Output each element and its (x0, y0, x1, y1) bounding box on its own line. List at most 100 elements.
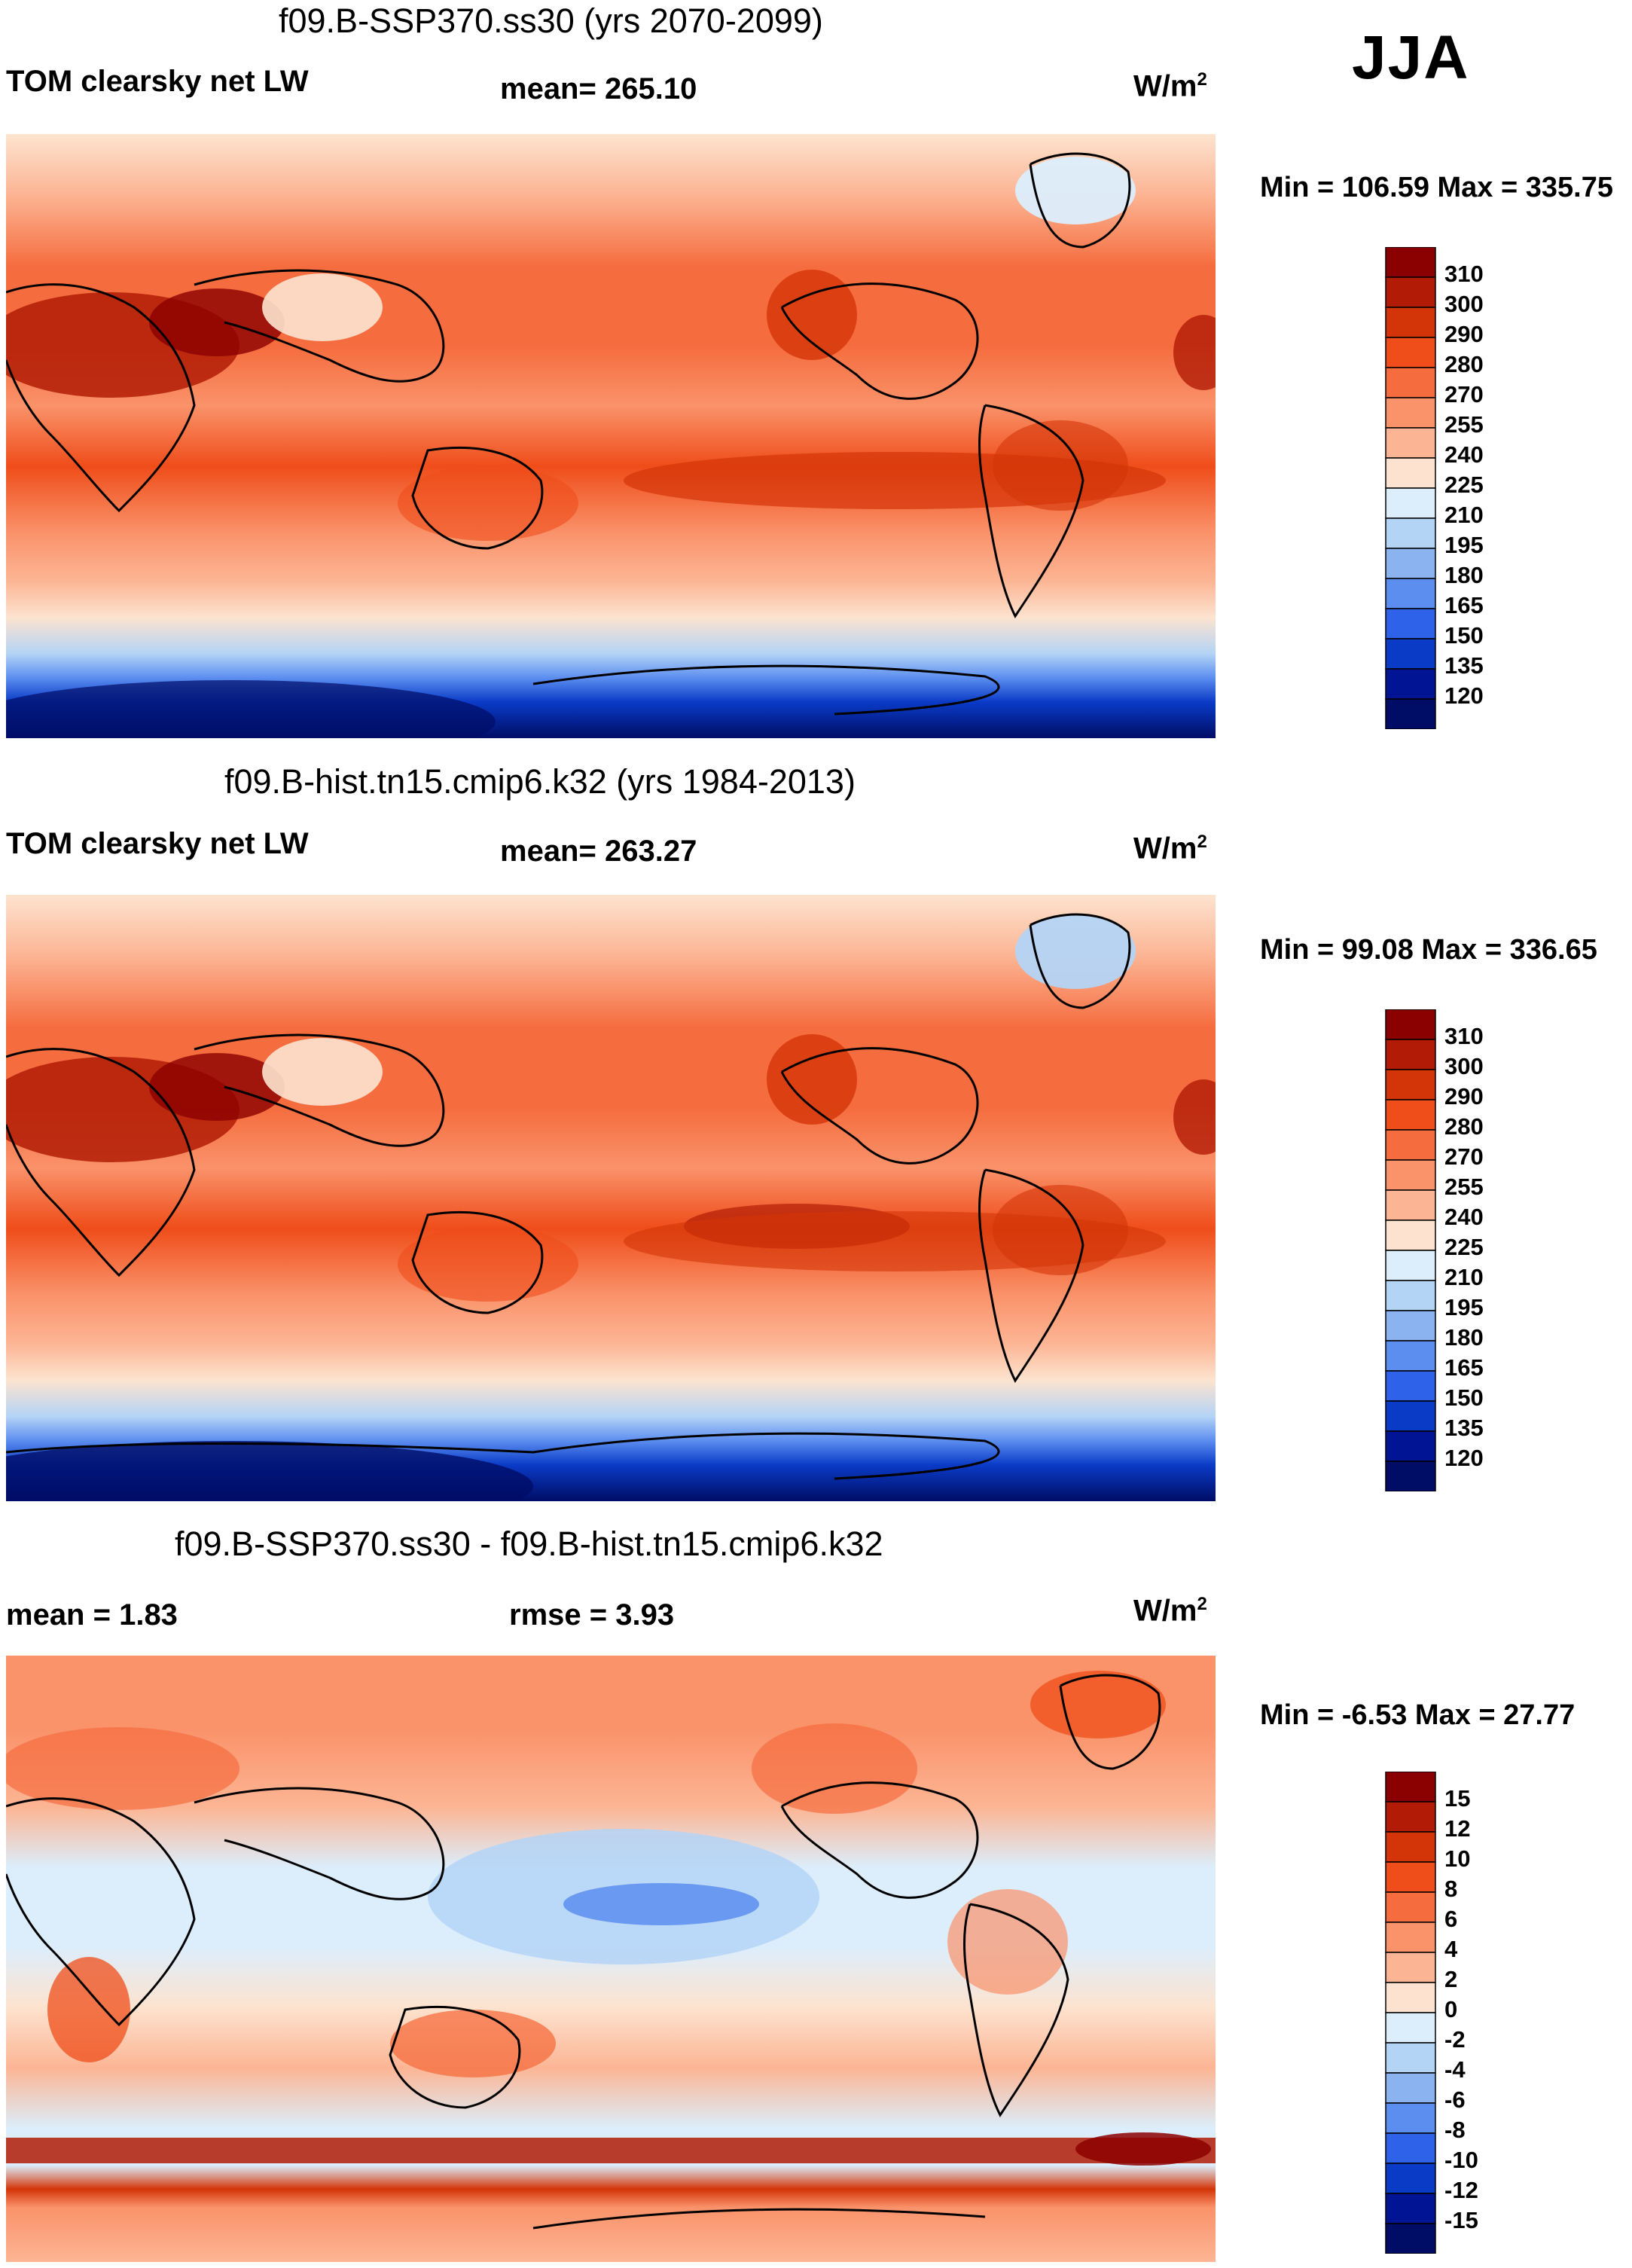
panel2-colorbar-box (1385, 1129, 1436, 1161)
panel3-pacific-cool-core (563, 1883, 759, 1925)
panel1-colorbar-box (1385, 548, 1436, 579)
panel2-sahara-east-hotspot (1173, 1079, 1216, 1155)
panel3-minmax: Min = -6.53 Max = 27.77 (1260, 1699, 1576, 1731)
panel3-colorbar-box (1385, 2012, 1436, 2044)
panel3-colorbar-tick-label: -4 (1444, 2056, 1466, 2083)
panel3-colorbar-tick-label: 15 (1444, 1785, 1471, 1812)
panel1-colorbar-tick-label: 310 (1444, 261, 1484, 287)
panel2-colorbar-tick-label: 270 (1444, 1143, 1484, 1170)
panel2-colorbar-box (1385, 1009, 1436, 1040)
panel2-colorbar-box (1385, 1340, 1436, 1372)
panel2-colorbar-tick-label: 290 (1444, 1083, 1484, 1110)
panel3-colorbar-box (1385, 2102, 1436, 2134)
panel1-greenland-cool (1015, 157, 1136, 224)
panel1-colorbar-box (1385, 307, 1436, 338)
panel1-colorbar-tick-label: 290 (1444, 321, 1484, 347)
panel3-units: W/m2 (1133, 1594, 1207, 1628)
panel3-southern-ocean-hot-core (1075, 2132, 1211, 2166)
panel3-greenland-warm (1030, 1671, 1166, 1738)
panel3-colorbar-tick-label: 0 (1444, 1996, 1458, 2022)
panel2-units: W/m2 (1133, 832, 1207, 865)
panel1-sahara-east-hotspot (1173, 315, 1216, 390)
panel1-coastlines (6, 152, 1131, 716)
panel1-map (6, 134, 1216, 738)
panel3-colorbar-box (1385, 2163, 1436, 2194)
panel3-rmse-label: rmse = 3.93 (509, 1598, 675, 1632)
panel3-colorbar-tick-label: 10 (1444, 1845, 1471, 1872)
panel3-colorbar-tick-label: 2 (1444, 1966, 1458, 1992)
panel3-colorbar-tick-label: -12 (1444, 2177, 1478, 2203)
panel2-colorbar-tick-label: 180 (1444, 1324, 1484, 1351)
panel1-colorbar-tick-label: 270 (1444, 381, 1484, 408)
panel3-colorbar-box (1385, 2072, 1436, 2104)
panel3-north-america-warm (752, 1723, 917, 1814)
panel1-colorbar-box (1385, 457, 1436, 489)
panel1-na-west-hotspot (767, 270, 857, 360)
panel3-colorbar-box (1385, 2042, 1436, 2074)
panel1-colorbar-box (1385, 276, 1436, 308)
panel3-colorbar-tick-label: 12 (1444, 1815, 1471, 1842)
panel2-colorbar-tick-label: 165 (1444, 1354, 1484, 1381)
panel3-colorbar-box (1385, 1922, 1436, 1953)
panel1-colorbar-box (1385, 367, 1436, 398)
panel1-colorbar-box (1385, 698, 1436, 729)
panel2-antarctic-cold (6, 1441, 533, 1501)
panel3-coastlines (6, 1674, 1161, 2230)
panel3-title: f09.B-SSP370.ss30 - f09.B-hist.tn15.cmip… (175, 1525, 883, 1563)
panel1-colorbar-tick-label: 150 (1444, 622, 1484, 649)
panel3-colorbar-box (1385, 2193, 1436, 2224)
panel3-australia-warm (390, 2010, 556, 2077)
panel3-colorbar-box (1385, 1801, 1436, 1833)
panel3-colorbar-box (1385, 1891, 1436, 1923)
panel1-colorbar-box (1385, 517, 1436, 549)
panel3-colorbar-box (1385, 1861, 1436, 1893)
panel3-eurasia-warm (6, 1727, 239, 1810)
panel2-colorbar-box (1385, 1189, 1436, 1221)
panel1-south-america-warm (993, 420, 1128, 511)
panel1-colorbar-box (1385, 397, 1436, 429)
panel2-colorbar-box (1385, 1280, 1436, 1311)
panel1-colorbar-tick-label: 210 (1444, 502, 1484, 528)
panel3-southern-africa-warm (47, 1957, 130, 2062)
panel1-colorbar-box (1385, 487, 1436, 519)
panel3-colorbar-box (1385, 2132, 1436, 2164)
panel3-colorbar-box (1385, 1772, 1436, 1802)
panel1-colorbar-tick-label: 240 (1444, 441, 1484, 468)
panel1-colorbar-tick-label: 255 (1444, 411, 1484, 438)
panel2-colorbar-tick-label: 120 (1444, 1445, 1484, 1471)
panel1-colorbar-tick-label: 120 (1444, 682, 1484, 709)
panel2-colorbar-tick-label: 225 (1444, 1234, 1484, 1260)
panel3-colorbar-tick-label: -2 (1444, 2026, 1466, 2053)
panel2-colorbar-box (1385, 1250, 1436, 1281)
panel1-mean-label: mean= 265.10 (500, 72, 697, 105)
panel2-colorbar-tick-label: 150 (1444, 1384, 1484, 1411)
panel2-na-west-hotspot (767, 1034, 857, 1125)
panel3-colorbar-tick-label: -15 (1444, 2207, 1478, 2233)
panel1-antarctic-cold (6, 680, 496, 738)
panel3-colorbar-box (1385, 1831, 1436, 1863)
panel2-colorbar-box (1385, 1370, 1436, 1402)
panel1-colorbar-box (1385, 578, 1436, 609)
panel2-colorbar-tick-label: 310 (1444, 1023, 1484, 1049)
panel1-colorbar-tick-label: 300 (1444, 291, 1484, 317)
panel2-coastlines (6, 913, 1131, 1480)
panel2-south-america-warm (993, 1185, 1128, 1275)
panel2-tibet-cool (262, 1038, 383, 1106)
panel1-colorbar-tick-label: 225 (1444, 472, 1484, 498)
panel1-colorbar-tick-label: 180 (1444, 562, 1484, 588)
panel2-colorbar (1385, 1009, 1436, 1491)
panel1-australia-warm (398, 466, 578, 541)
panel2-title: f09.B-hist.tn15.cmip6.k32 (yrs 1984-2013… (224, 762, 856, 801)
panel1-colorbar-box (1385, 608, 1436, 639)
panel2-colorbar-box (1385, 1039, 1436, 1070)
panel1-colorbar-tick-label: 280 (1444, 351, 1484, 377)
panel2-colorbar-box (1385, 1219, 1436, 1251)
panel2-arabia-hotspot (149, 1053, 285, 1121)
panel1-colorbar-box (1385, 638, 1436, 670)
panel1-units: W/m2 (1133, 69, 1207, 103)
panel1-title: f09.B-SSP370.ss30 (yrs 2070-2099) (279, 2, 823, 40)
panel2-colorbar-box (1385, 1430, 1436, 1462)
panel2-colorbar-tick-label: 300 (1444, 1053, 1484, 1079)
panel3-colorbar-tick-label: -8 (1444, 2117, 1466, 2143)
panel3-map (6, 1656, 1216, 2262)
